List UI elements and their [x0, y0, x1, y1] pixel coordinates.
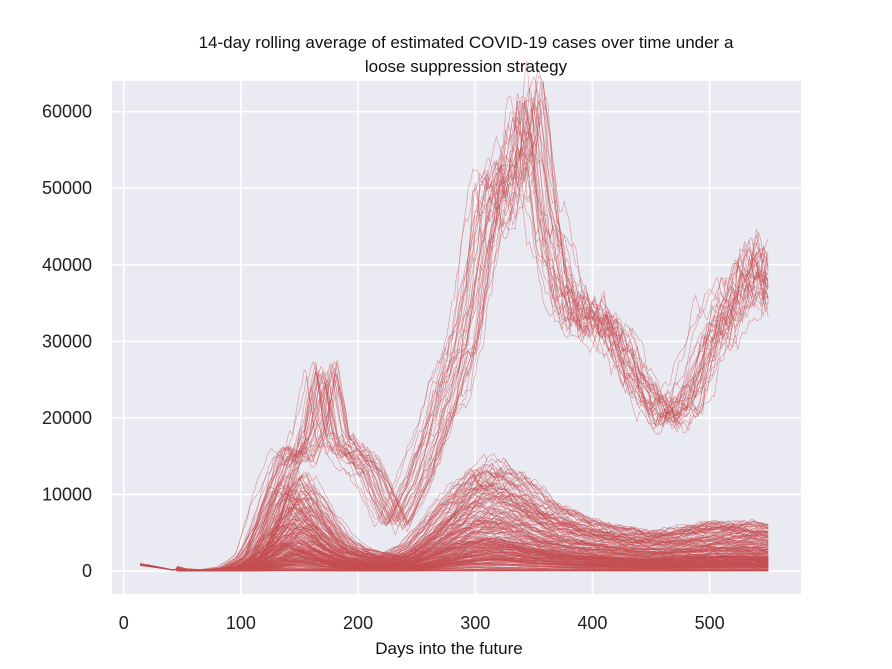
series-line	[139, 95, 769, 571]
series-line	[140, 93, 769, 571]
series-line	[140, 469, 769, 571]
series-line	[140, 466, 769, 571]
y-tick-label: 0	[82, 561, 92, 581]
series-line	[140, 132, 769, 571]
series-line	[140, 102, 769, 571]
y-tick-label: 50000	[42, 178, 92, 198]
y-tick-label: 20000	[42, 408, 92, 428]
series-line	[139, 560, 769, 572]
series-line	[140, 60, 769, 571]
y-tick-label: 40000	[42, 255, 92, 275]
x-axis-label: Days into the future	[375, 639, 522, 658]
series-line	[140, 117, 769, 571]
x-tick-label: 400	[577, 613, 607, 633]
chart-title: 14-day rolling average of estimated COVI…	[199, 33, 734, 76]
series-line	[139, 505, 769, 571]
series-line	[140, 533, 769, 572]
series-line	[140, 487, 769, 571]
series-lines	[139, 60, 769, 572]
series-line	[139, 148, 769, 571]
series-line	[139, 538, 769, 572]
series-line	[139, 114, 769, 571]
x-tick-label: 500	[695, 613, 725, 633]
y-tick-label: 10000	[42, 484, 92, 504]
series-line	[140, 128, 769, 571]
series-line	[139, 545, 769, 572]
series-line	[139, 467, 769, 571]
series-line	[139, 105, 769, 571]
series-line	[139, 474, 769, 571]
series-line	[139, 481, 769, 571]
x-tick-labels: 0 100 200 300 400 500	[119, 613, 725, 633]
series-line	[139, 498, 769, 571]
series-line	[140, 545, 769, 572]
series-line	[140, 531, 769, 572]
series-line	[139, 553, 769, 572]
chart-title-line-2: loose suppression strategy	[365, 57, 568, 76]
y-tick-label: 30000	[42, 331, 92, 351]
x-tick-label: 100	[226, 613, 256, 633]
y-tick-labels: 0 10000 20000 30000 40000 50000 60000	[42, 102, 92, 581]
series-line	[140, 563, 769, 572]
series-line	[139, 521, 769, 572]
y-tick-label: 60000	[42, 102, 92, 122]
x-tick-label: 300	[460, 613, 490, 633]
x-tick-label: 200	[343, 613, 373, 633]
x-tick-label: 0	[119, 613, 129, 633]
chart-title-line-1: 14-day rolling average of estimated COVI…	[199, 33, 734, 52]
